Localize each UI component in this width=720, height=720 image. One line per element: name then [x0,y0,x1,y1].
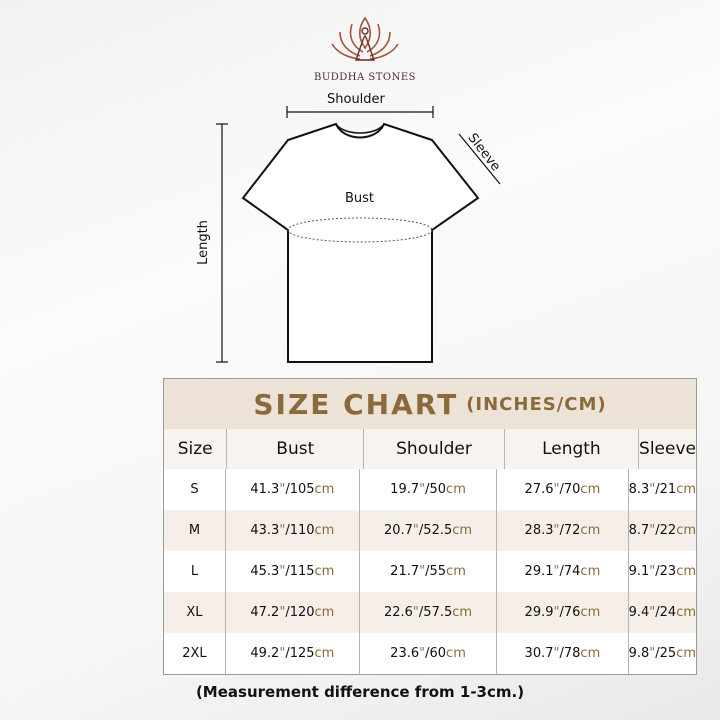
column-header: Sleeve [639,439,696,459]
column-header: Bust [227,429,365,469]
brand-logo: BUDDHA STONES [300,14,430,83]
size-cell: XL [164,592,226,633]
bust-label: Bust [345,191,375,206]
tshirt-diagram [216,106,501,363]
measurement-cell: 9.1 "/23 cm [628,564,696,579]
measurement-cell: 49.2 "/125 cm [226,633,360,674]
size-cell: M [164,510,226,551]
table-row: L 45.3 "/115 cm 21.7 "/55 cm 29.1 "/74 cm 9.1 "/23 c… [164,551,696,592]
bust-line [287,217,433,243]
measurement-cell: 8.3 "/21 cm [628,482,696,497]
measurement-cell: 23.6 "/60 cm [360,633,498,674]
brand-name: BUDDHA STONES [313,72,417,83]
sleeve-arrow [458,133,501,185]
lotus-meditation-icon [331,16,399,61]
column-header: Length [505,429,640,469]
measurement-cell: 45.3 "/115 cm [226,551,360,592]
measurement-cell: 21.7 "/55 cm [360,551,498,592]
measurement-cell: 47.2 "/120 cm [226,592,360,633]
measurement-cell: 9.4 "/24 cm [628,605,696,620]
measurement-cell: 27.6 "/70 cm [497,469,629,510]
measurement-cell: 28.3 "/72 cm [497,510,629,551]
column-header: Shoulder [364,429,505,469]
measurement-cell: 43.3 "/110 cm [226,510,360,551]
size-cell: S [164,469,226,510]
table-row: 2XL 49.2 "/125 cm 23.6 "/60 cm 30.7 "/78 cm 9.8 "/2… [164,633,696,674]
measurement-note: (Measurement difference from 1-3cm.) [195,683,525,701]
table-row: S 41.3 "/105 cm 19.7 "/50 cm 27.6 "/70 cm 8.3 "/21 c… [164,469,696,510]
measurement-cell: 9.8 "/25 cm [628,646,696,661]
measurement-cell: 30.7 "/78 cm [497,633,629,674]
shoulder-label: Shoulder [327,92,385,107]
measurement-cell: 8.7 "/22 cm [628,523,696,538]
measurement-cell: 41.3 "/105 cm [226,469,360,510]
measurement-cell: 22.6 "/57.5 cm [360,592,498,633]
tshirt-outline [241,122,480,363]
size-chart-title: SIZE CHART (INCHES/CM) [164,379,696,429]
measurement-cell: 29.1 "/74 cm [497,551,629,592]
size-chart-table: SIZE CHART (INCHES/CM) Size Bust Shoulde… [163,378,697,675]
table-row: M 43.3 "/110 cm 20.7 "/52.5 cm 28.3 "/72 cm 8.7 "/2… [164,510,696,551]
length-label: Length [195,220,211,265]
measurement-cell: 20.7 "/52.5 cm [360,510,498,551]
measurement-cell: 29.9 "/76 cm [497,592,629,633]
table-row: XL 47.2 "/120 cm 22.6 "/57.5 cm 29.9 "/76 cm 9.4 " /… [164,592,696,633]
column-header: Size [164,429,228,469]
size-cell: L [164,551,226,592]
size-cell: 2XL [164,633,226,674]
measurement-cell: 19.7 "/50 cm [360,469,498,510]
table-header-row: Size Bust Shoulder Length Sleeve [164,429,696,469]
